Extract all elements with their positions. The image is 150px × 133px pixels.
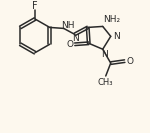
Text: CH₃: CH₃ (98, 78, 113, 87)
Text: N: N (72, 34, 79, 43)
Text: NH₂: NH₂ (103, 15, 120, 24)
Text: O: O (126, 57, 133, 66)
Text: O: O (66, 40, 73, 49)
Text: N: N (101, 50, 108, 59)
Text: N: N (113, 32, 120, 41)
Text: NH: NH (61, 21, 74, 30)
Text: F: F (32, 1, 38, 11)
